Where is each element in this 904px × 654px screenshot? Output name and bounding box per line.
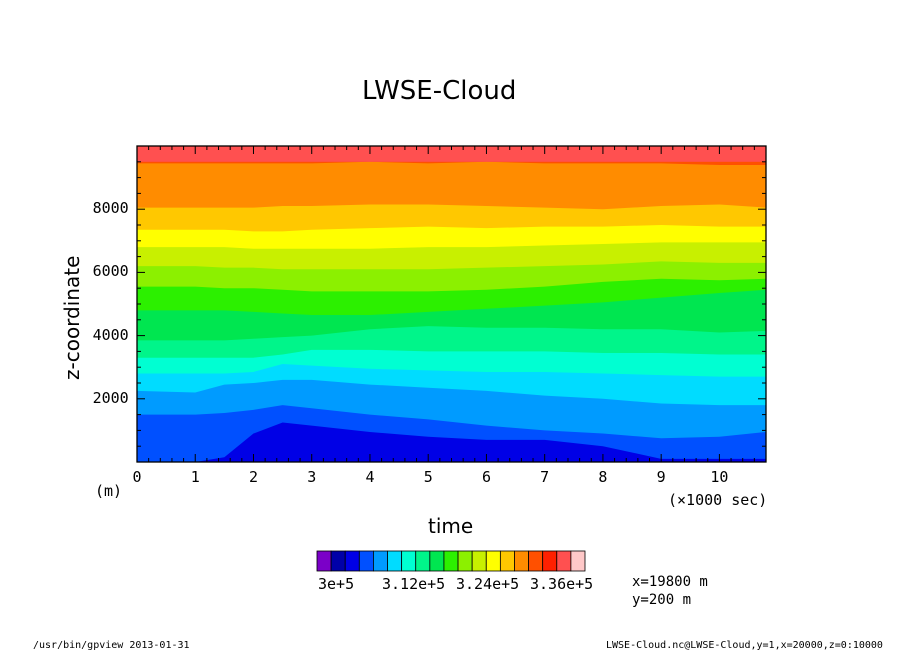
y-tick-label: 8000 xyxy=(92,199,129,218)
x-tick-label: 1 xyxy=(190,468,200,486)
colorbar-swatch xyxy=(556,550,572,572)
axis-ticks xyxy=(136,145,767,463)
colorbar-swatch xyxy=(344,550,360,572)
colorbar-swatch xyxy=(429,550,445,572)
y-tick-label: 4000 xyxy=(92,325,129,344)
x-tick-label: 9 xyxy=(656,468,666,486)
colorbar-swatch xyxy=(514,550,529,572)
colorbar-swatch xyxy=(528,550,544,572)
x-tick-label: 3 xyxy=(307,468,317,486)
x-tick-label: 5 xyxy=(423,468,433,486)
footer-left: /usr/bin/gpview 2013-01-31 xyxy=(33,640,190,651)
colorbar-label: 3.12e+5 xyxy=(382,575,446,593)
contour-fills xyxy=(137,146,766,463)
info-y: y=200 m xyxy=(632,592,692,608)
colorbar-swatch xyxy=(457,550,473,572)
x-tick-label: 4 xyxy=(365,468,375,486)
colorbar-swatch xyxy=(401,550,417,572)
footer-right: LWSE-Cloud.nc@LWSE-Cloud,y=1,x=20000,z=0… xyxy=(606,640,883,651)
colorbar-swatch xyxy=(499,550,515,572)
x-tick-label: 10 xyxy=(710,468,729,486)
colorbar-swatch xyxy=(415,550,431,572)
x-tick-label: 7 xyxy=(540,468,550,486)
contour-fill-top xyxy=(137,146,766,162)
colorbar-swatch xyxy=(485,550,501,572)
colorbar-swatch xyxy=(316,550,332,572)
y-tick-label: 6000 xyxy=(92,262,129,281)
colorbar-label: 3e+5 xyxy=(318,575,355,593)
colorbar-swatch xyxy=(387,550,403,572)
colorbar-swatch xyxy=(373,550,388,572)
colorbar-swatch xyxy=(570,550,586,572)
chart-title: LWSE-Cloud xyxy=(362,76,517,106)
y-unit-note: (m) xyxy=(95,482,123,500)
colorbar xyxy=(316,550,586,572)
y-axis-label: z-coordinate xyxy=(60,255,84,380)
x-axis-label: time xyxy=(428,514,474,538)
contour-fill-band xyxy=(137,422,766,462)
info-x: x=19800 m xyxy=(632,574,708,590)
colorbar-swatch xyxy=(330,550,346,572)
colorbar-label: 3.36e+5 xyxy=(530,575,594,593)
x-tick-label: 2 xyxy=(248,468,258,486)
y-tick-label: 2000 xyxy=(92,388,129,407)
colorbar-swatch xyxy=(358,550,374,572)
colorbar-swatch xyxy=(471,550,487,572)
x-tick-label: 6 xyxy=(481,468,491,486)
colorbar-swatch xyxy=(443,550,459,572)
x-unit-note: (×1000 sec) xyxy=(668,491,768,509)
x-tick-label: 0 xyxy=(132,468,142,486)
x-tick-label: 8 xyxy=(598,468,608,486)
colorbar-swatch xyxy=(542,550,558,572)
colorbar-label: 3.24e+5 xyxy=(456,575,520,593)
